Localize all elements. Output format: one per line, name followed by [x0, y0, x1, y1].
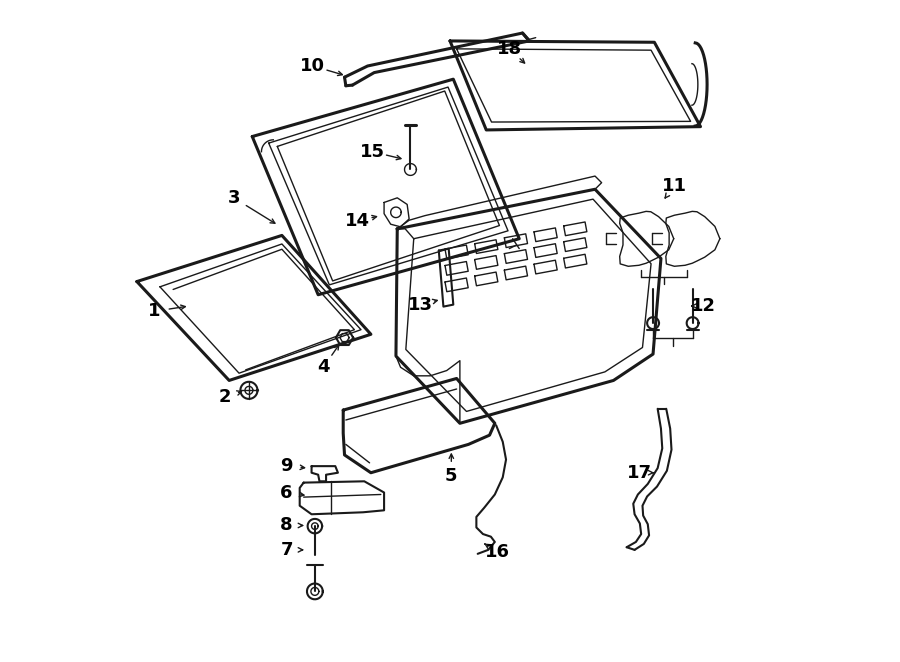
Text: 9: 9: [280, 457, 292, 475]
Text: 18: 18: [497, 40, 522, 58]
Text: 13: 13: [408, 296, 433, 314]
Text: 8: 8: [280, 516, 292, 534]
Text: 12: 12: [691, 297, 716, 315]
Text: 14: 14: [346, 212, 370, 230]
Text: 10: 10: [301, 57, 326, 75]
Text: 3: 3: [228, 189, 240, 207]
Text: 16: 16: [485, 543, 510, 561]
Text: 5: 5: [446, 467, 457, 485]
Text: 6: 6: [280, 483, 292, 502]
Text: 17: 17: [627, 464, 652, 482]
Text: 1: 1: [148, 303, 161, 320]
Text: 2: 2: [219, 388, 230, 406]
Text: 11: 11: [662, 177, 687, 195]
Text: 7: 7: [280, 541, 292, 559]
Text: 15: 15: [360, 143, 384, 161]
Text: 4: 4: [317, 358, 329, 376]
